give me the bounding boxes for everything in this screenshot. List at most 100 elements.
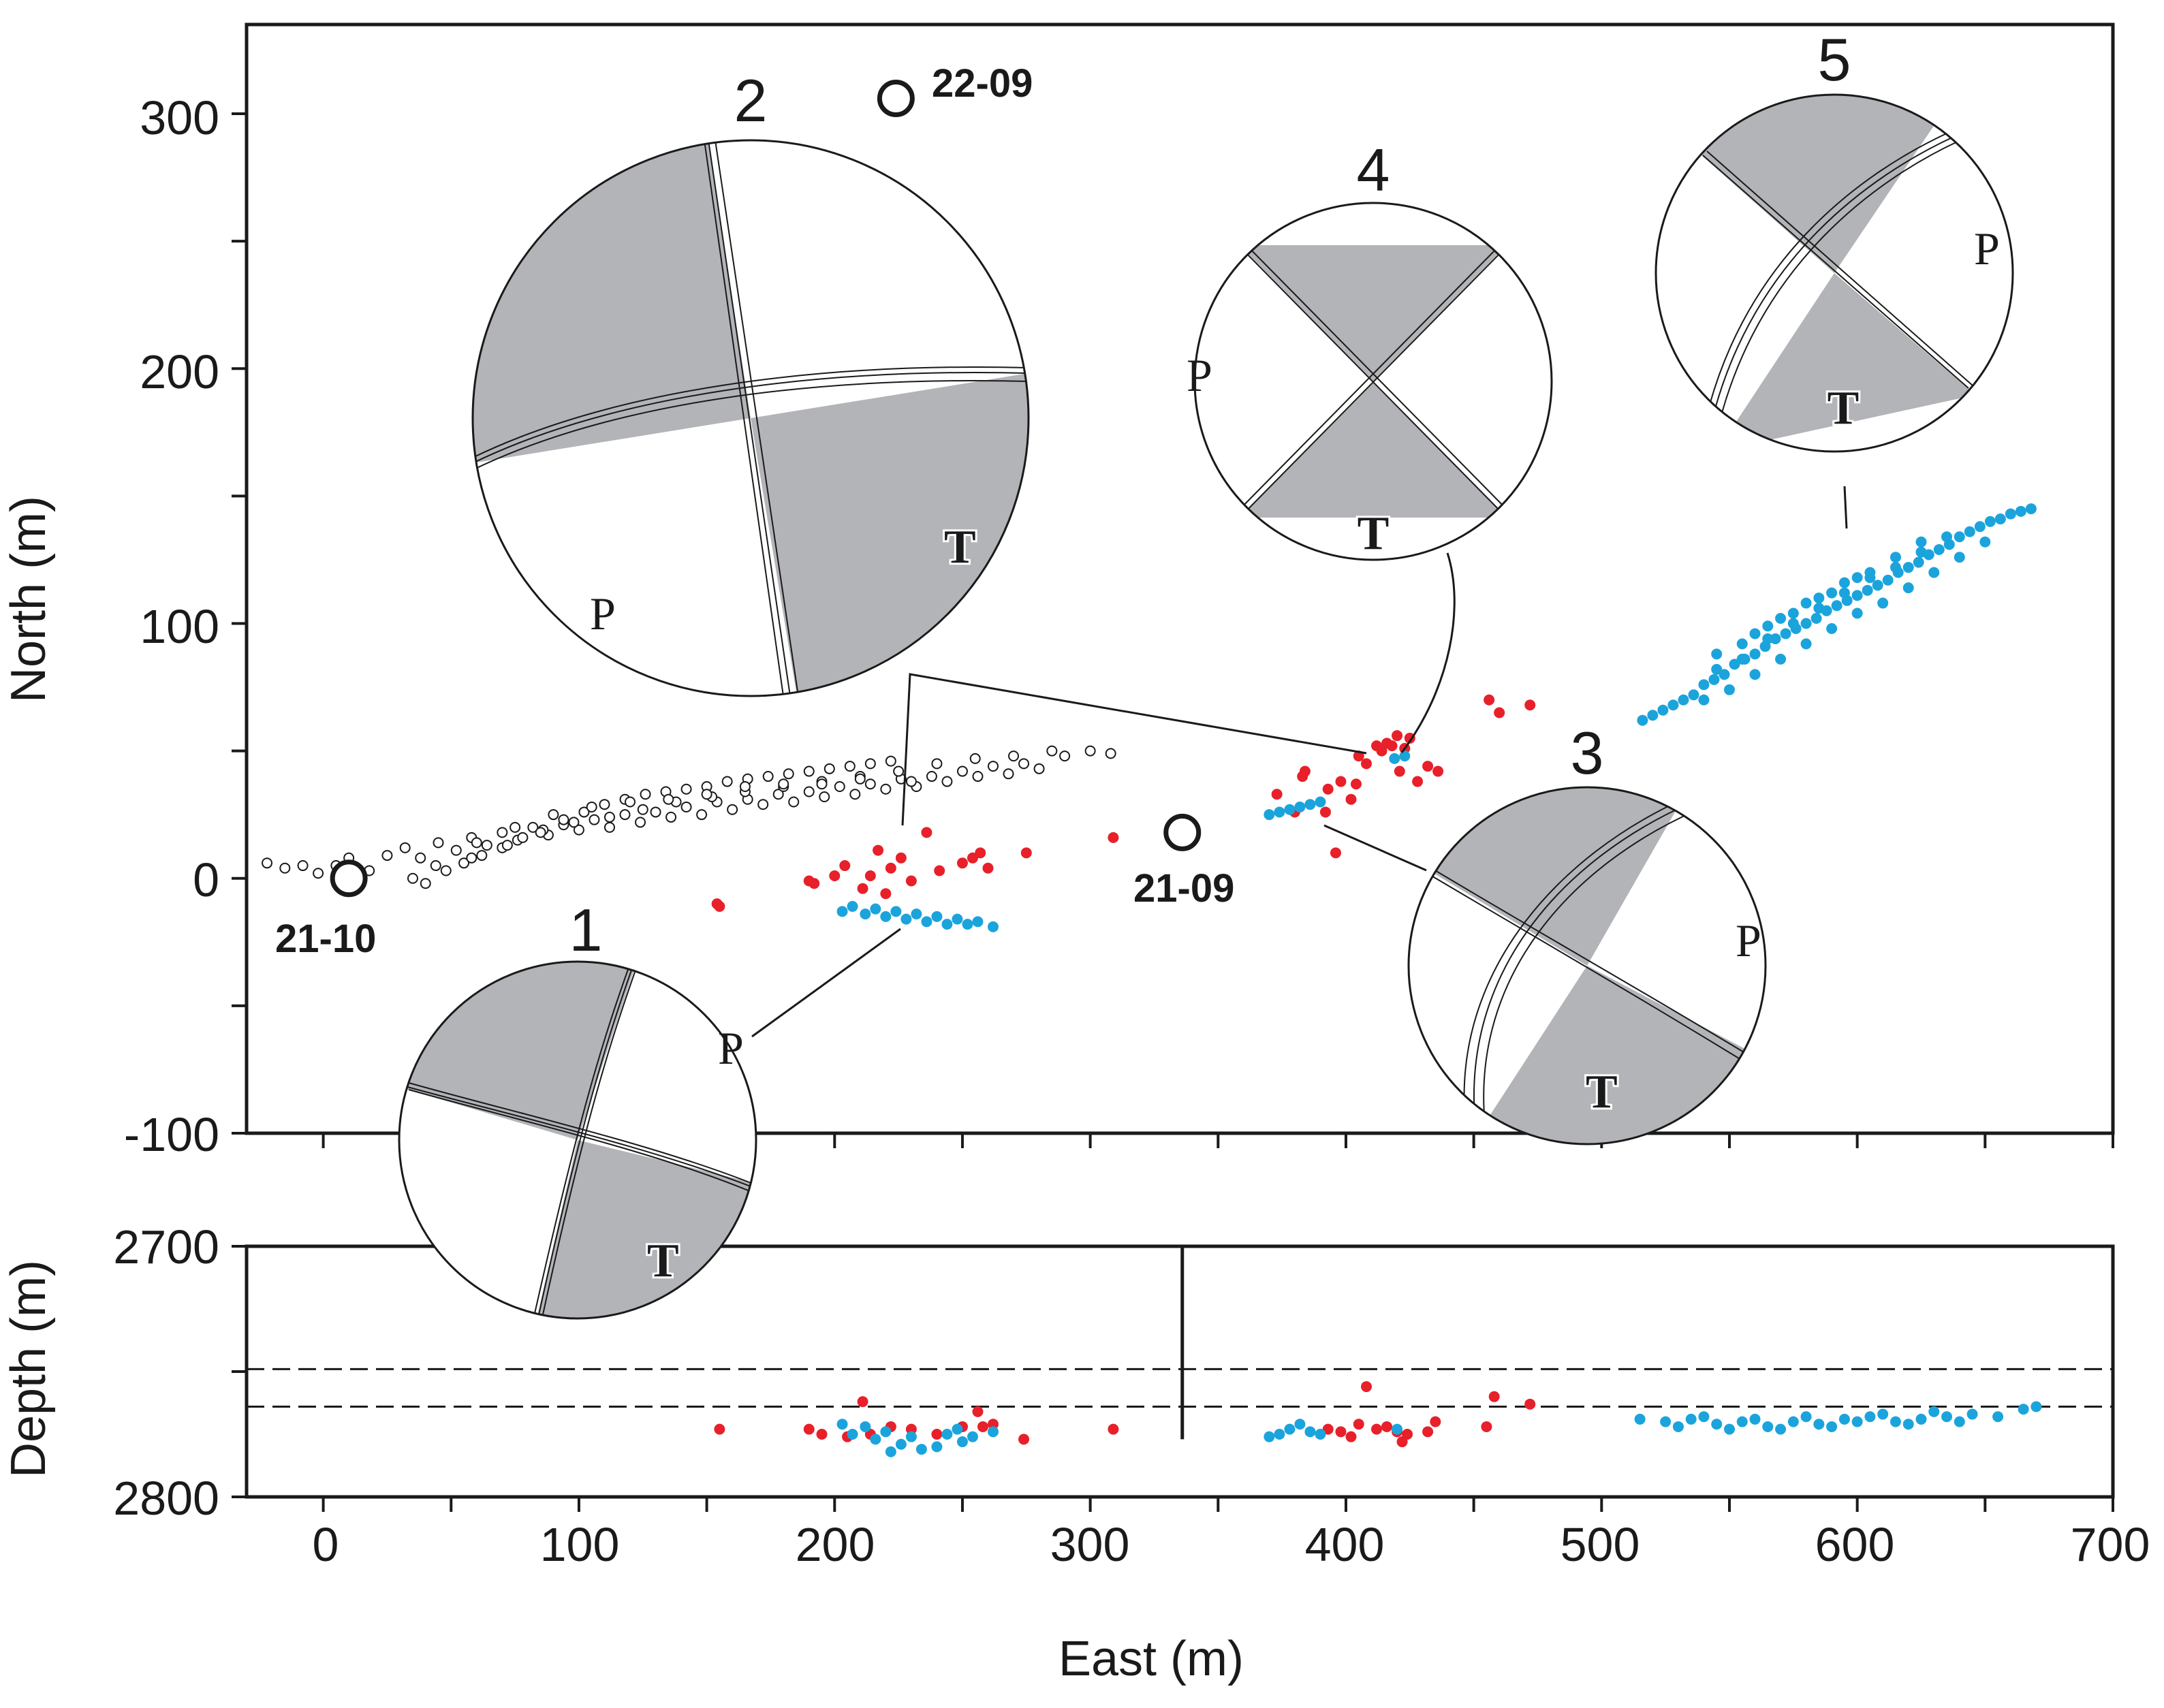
event-point: [967, 852, 978, 864]
event-point: [2018, 1404, 2029, 1415]
event-point: [1412, 776, 1424, 787]
event-point: [931, 911, 943, 922]
event-point: [1736, 638, 1748, 650]
event-point: [956, 1436, 968, 1448]
event-point: [1913, 556, 1924, 568]
event-point: [956, 857, 968, 869]
t-axis-label-1: T: [647, 1235, 679, 1287]
event-point: [1775, 613, 1787, 624]
event-point: [558, 814, 569, 825]
event-point: [1389, 753, 1400, 764]
event-point: [1708, 674, 1720, 685]
leader-line-3: [1323, 824, 1427, 872]
event-point: [1838, 577, 1850, 588]
leader-line-5: [1843, 486, 1848, 529]
event-point: [864, 870, 876, 882]
event-point: [1851, 572, 1863, 584]
event-point: [941, 776, 953, 787]
event-point: [1488, 1391, 1500, 1402]
event-point: [1762, 620, 1774, 632]
x-tick-label: 700: [2071, 1518, 2150, 1571]
map-y-tick-label: 200: [140, 345, 219, 398]
focal-sphere-outline-2: [471, 139, 1030, 697]
event-point: [1762, 1421, 1774, 1432]
event-point: [535, 827, 546, 838]
event-point: [905, 1431, 917, 1442]
event-point: [836, 906, 848, 917]
event-point: [1800, 618, 1812, 629]
focal-mechanism-4: 4 P T: [1187, 136, 1553, 562]
event-point: [1524, 1398, 1536, 1410]
event-point: [819, 791, 830, 802]
depth-y-tick-label: 2800: [113, 1472, 219, 1525]
event-point: [880, 888, 892, 900]
event-point: [1033, 763, 1045, 774]
nodal-planes: [407, 964, 756, 1318]
event-point: [1698, 694, 1710, 706]
event-point: [1749, 628, 1761, 639]
event-point: [977, 1421, 988, 1432]
event-point: [476, 850, 488, 861]
event-point: [1787, 618, 1799, 629]
event-point: [739, 781, 751, 793]
event-point: [1315, 796, 1326, 808]
event-point: [1889, 552, 1901, 563]
event-point: [1108, 832, 1119, 843]
focal-mechanism-label-1: 1: [569, 896, 603, 964]
event-point: [905, 776, 917, 787]
event-point: [1381, 1421, 1393, 1432]
event-point: [1402, 1429, 1413, 1440]
map-y-tick-label: 0: [193, 853, 219, 906]
well-marker-21-10: [330, 859, 368, 898]
event-point: [578, 806, 590, 818]
event-point: [803, 786, 815, 797]
event-point: [880, 911, 892, 922]
map-scatter: [262, 503, 2037, 932]
event-point: [721, 776, 733, 787]
event-point: [1392, 1423, 1403, 1435]
event-point: [1915, 546, 1927, 558]
event-point: [440, 865, 452, 876]
event-point: [1787, 607, 1799, 619]
t-axis-label-5: T: [1828, 382, 1860, 434]
x-tick-label: 500: [1561, 1518, 1640, 1571]
event-point: [1749, 669, 1761, 680]
nodal-planes: [1415, 799, 1761, 1124]
event-point: [778, 778, 789, 790]
event-point: [847, 900, 858, 912]
event-point: [1872, 580, 1883, 591]
event-point: [844, 761, 856, 772]
event-point: [1954, 531, 1965, 543]
t-axis-label-3: T: [1586, 1066, 1618, 1118]
map-y-tick-label: 300: [140, 91, 219, 144]
event-point: [870, 1434, 881, 1445]
t-axis-label-2: T: [944, 521, 976, 573]
event-point: [1018, 758, 1030, 770]
event-point: [635, 817, 646, 828]
event-point: [1800, 638, 1812, 650]
event-point: [931, 1441, 943, 1453]
event-point: [1851, 607, 1863, 619]
event-point: [1749, 1413, 1761, 1425]
event-point: [1770, 633, 1781, 644]
event-point: [854, 773, 866, 785]
p-axis-label-4: P: [1187, 349, 1212, 401]
event-point: [816, 1429, 828, 1440]
event-point: [637, 804, 648, 815]
event-point: [988, 1426, 999, 1438]
p-axis-label-5: P: [1974, 223, 2000, 274]
event-point: [1394, 765, 1405, 777]
event-point: [1831, 600, 1842, 612]
x-tick-label: 600: [1815, 1518, 1895, 1571]
event-point: [824, 763, 835, 774]
event-point: [1284, 1423, 1296, 1435]
event-point: [509, 821, 521, 833]
event-point: [1711, 663, 1723, 675]
event-point: [900, 913, 912, 925]
shaded-quadrant: [751, 373, 1029, 696]
event-point: [1711, 648, 1723, 660]
nodal-planes: [1235, 242, 1511, 518]
focal-mechanism-label-4: 4: [1357, 136, 1390, 204]
event-point: [952, 913, 963, 925]
map-y-tick-label: -100: [124, 1108, 219, 1161]
